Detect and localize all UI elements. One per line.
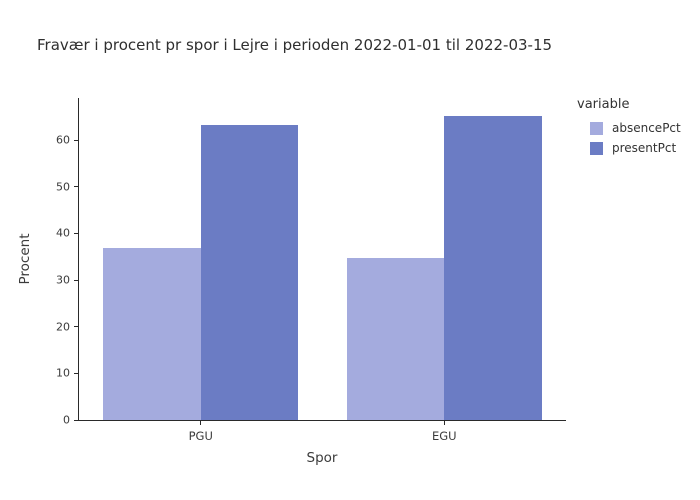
y-tick-label: 60 — [56, 133, 70, 147]
legend-swatch-absencePct-icon — [590, 121, 603, 135]
y-tick-mark — [74, 232, 79, 234]
x-axis-title: Spor — [306, 450, 338, 466]
y-tick-label: 20 — [56, 320, 70, 334]
x-tick-mark — [443, 420, 445, 425]
legend: variable absencePct presentPct — [577, 97, 681, 158]
legend-label-absencePct: absencePct — [612, 121, 681, 135]
y-axis-title: Procent — [17, 233, 33, 285]
y-tick-label: 40 — [56, 226, 70, 240]
legend-item-presentPct[interactable]: presentPct — [577, 138, 681, 158]
legend-title: variable — [577, 97, 630, 112]
y-tick-mark — [74, 372, 79, 374]
y-tick-mark — [74, 326, 79, 328]
y-tick-mark — [74, 186, 79, 188]
y-tick-label: 10 — [56, 366, 70, 380]
bar-PGU-presentPct[interactable] — [200, 125, 299, 420]
bar-PGU-absencePct[interactable] — [103, 248, 201, 420]
y-tick-label: 50 — [56, 180, 70, 194]
y-tick-mark — [74, 279, 79, 281]
legend-item-absencePct[interactable]: absencePct — [577, 118, 681, 138]
x-tick-mark — [200, 420, 202, 425]
y-tick-mark — [74, 139, 79, 141]
x-tick-label: PGU — [188, 429, 213, 443]
x-tick-label: EGU — [431, 429, 457, 443]
bar-EGU-presentPct[interactable] — [444, 115, 542, 420]
bar-EGU-absencePct[interactable] — [346, 257, 445, 420]
legend-label-presentPct: presentPct — [612, 141, 677, 155]
y-tick-label: 0 — [63, 413, 70, 427]
plot-area: 0 10 20 30 40 50 60 PGU EGU — [56, 98, 566, 443]
y-tick-label: 30 — [56, 273, 70, 287]
legend-swatch-presentPct-icon — [590, 141, 603, 155]
y-tick-mark — [74, 419, 79, 421]
chart-title: Fravær i procent pr spor i Lejre i perio… — [37, 36, 553, 54]
